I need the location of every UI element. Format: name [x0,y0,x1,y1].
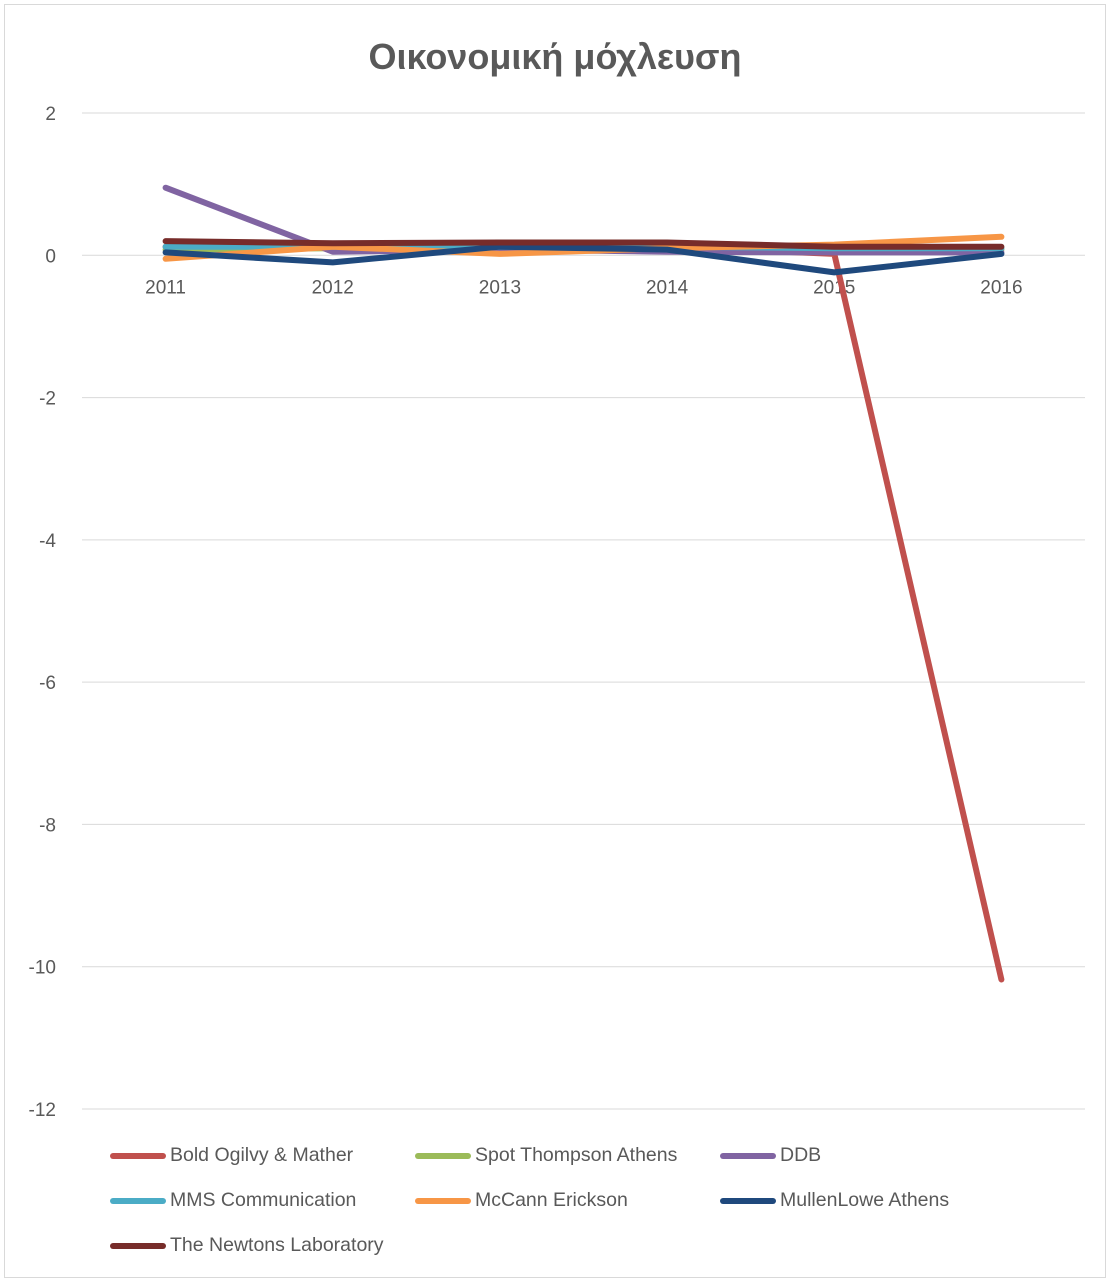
legend-label: Bold Ogilvy & Mather [170,1144,354,1166]
chart-title: Οικονομική μόχλευση [368,36,742,77]
legend-label: MullenLowe Athens [780,1189,950,1211]
legend-item: Spot Thompson Athens [415,1144,677,1167]
legend-item: MullenLowe Athens [720,1189,949,1212]
x-tick-label: 2013 [479,277,521,298]
legend-label: DDB [780,1144,822,1166]
series-lines [162,184,1005,983]
y-tick-label: -10 [29,958,56,979]
y-axis-tick-labels: 2 0 -2 -4 -6 -8 -10 -12 [29,104,57,1121]
legend-swatch [720,1197,776,1204]
legend-item: The Newtons Laboratory [110,1234,384,1257]
y-tick-label: -6 [39,673,56,694]
y-tick-label: -2 [39,389,56,410]
legend-label: The Newtons Laboratory [170,1234,384,1256]
x-tick-label: 2014 [646,277,689,298]
legend-item: Bold Ogilvy & Mather [110,1144,353,1167]
legend-swatch [110,1242,166,1249]
legend-label: Spot Thompson Athens [475,1144,678,1166]
legend-label: MMS Communication [170,1189,357,1211]
series-line-0 [162,243,1005,983]
legend-item: McCann Erickson [415,1189,628,1212]
legend-item: DDB [720,1144,821,1167]
y-tick-label: 0 [45,246,56,267]
series-line-5 [162,243,1005,276]
legend-swatch [720,1152,776,1159]
y-tick-label: -8 [39,815,56,836]
legend-item: MMS Communication [110,1189,356,1212]
y-tick-label: -12 [29,1100,56,1121]
legend-swatch [415,1197,471,1204]
x-axis-tick-labels: 2011 2012 2013 2014 2015 2016 [145,277,1022,298]
legend-swatch [110,1197,166,1204]
x-tick-label: 2016 [980,277,1022,298]
legend-label: McCann Erickson [475,1189,628,1211]
y-tick-label: 2 [45,104,56,125]
series-line-6 [162,238,1005,250]
x-tick-label: 2012 [312,277,354,298]
legend-swatch [415,1152,471,1159]
legend-swatch [110,1152,166,1159]
y-tick-label: -4 [39,531,56,552]
x-tick-label: 2011 [145,277,186,298]
x-tick-label: 2015 [813,277,855,298]
